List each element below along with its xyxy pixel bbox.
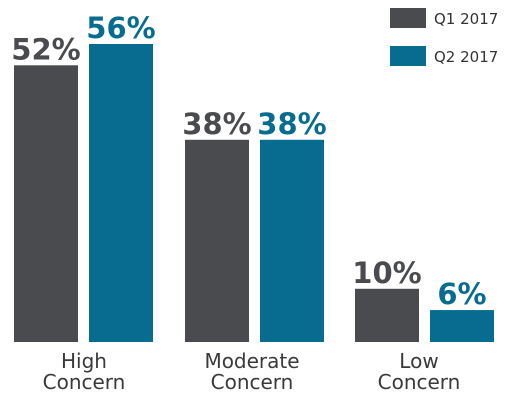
legend-label-q2: Q2 2017: [434, 48, 498, 66]
category-label-2-line-0: Low: [399, 349, 438, 373]
labels-group: 52%38%10%56%38%6%HighConcernModerateConc…: [11, 11, 486, 394]
category-label-1-line-0: Moderate: [204, 349, 299, 373]
value-label-q1-2: 10%: [352, 256, 421, 290]
legend: Q1 2017 Q2 2017: [390, 8, 498, 66]
legend-label-q1: Q1 2017: [434, 10, 498, 28]
value-label-q2-1: 38%: [257, 107, 326, 141]
bar-q1-0: [14, 65, 78, 343]
legend-swatch-q1: [390, 8, 426, 28]
bar-q1-1: [185, 139, 249, 342]
category-label-2-line-1: Concern: [378, 370, 461, 394]
value-label-q2-2: 6%: [437, 277, 486, 311]
bar-q2-0: [89, 44, 153, 342]
value-label-q1-1: 38%: [182, 107, 251, 141]
value-label-q1-0: 52%: [11, 32, 80, 66]
bars-group: [14, 44, 494, 343]
bar-q1-2: [355, 288, 419, 342]
bar-q2-1: [260, 139, 324, 342]
bar-q2-2: [430, 310, 494, 342]
category-label-1-line-1: Concern: [211, 370, 294, 394]
category-label-0-line-1: Concern: [43, 370, 126, 394]
category-label-0-line-0: High: [61, 349, 107, 373]
value-label-q2-0: 56%: [86, 11, 155, 45]
legend-swatch-q2: [390, 46, 426, 66]
